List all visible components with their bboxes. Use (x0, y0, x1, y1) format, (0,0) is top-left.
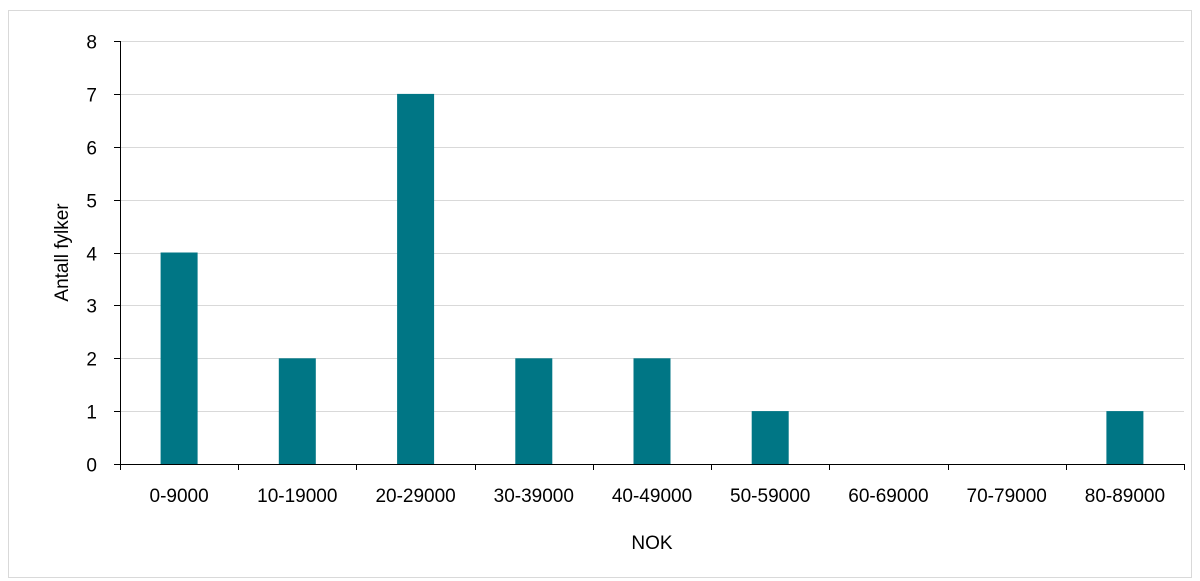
y-tick-label: 2 (86, 350, 97, 371)
y-tick-label: 0 (86, 456, 97, 477)
bar-40-49000 (633, 358, 671, 465)
bar-10-19000 (278, 358, 316, 465)
bar-50-59000 (751, 411, 789, 464)
x-tick-label: 10-19000 (257, 486, 337, 507)
x-tick-label: 40-49000 (612, 486, 692, 507)
x-axis-title: NOK (631, 533, 673, 554)
y-tick-label: 4 (86, 245, 97, 266)
tick-labels: 0 1 2 3 4 5 6 7 8 0-9000 10-19000 20-29000 30-39000 4… (86, 33, 1165, 508)
x-tick-label: 50-59000 (730, 486, 810, 507)
y-tick-label: 5 (86, 192, 97, 213)
y-tick-label: 1 (86, 403, 97, 424)
y-axis-title: Antall fylker (52, 203, 73, 302)
x-tick-label: 20-29000 (375, 486, 455, 507)
bar-30-39000 (515, 358, 553, 465)
bars (160, 93, 1144, 465)
bar-80-89000 (1106, 411, 1144, 464)
y-tick-label: 6 (86, 139, 97, 160)
x-tick-label: 30-39000 (494, 486, 574, 507)
axes (114, 41, 1185, 470)
x-tick-label: 80-89000 (1085, 486, 1165, 507)
y-tick-label: 7 (86, 86, 97, 107)
bar-20-29000 (397, 93, 435, 465)
x-tick-label: 0-9000 (150, 486, 209, 507)
bar-0-9000 (160, 252, 198, 464)
gridlines (120, 41, 1184, 412)
y-tick-label: 3 (86, 297, 97, 318)
chart-frame (8, 10, 1192, 578)
y-tick-label: 8 (86, 33, 97, 54)
x-tick-label: 60-69000 (848, 486, 928, 507)
x-tick-label: 70-79000 (967, 486, 1047, 507)
